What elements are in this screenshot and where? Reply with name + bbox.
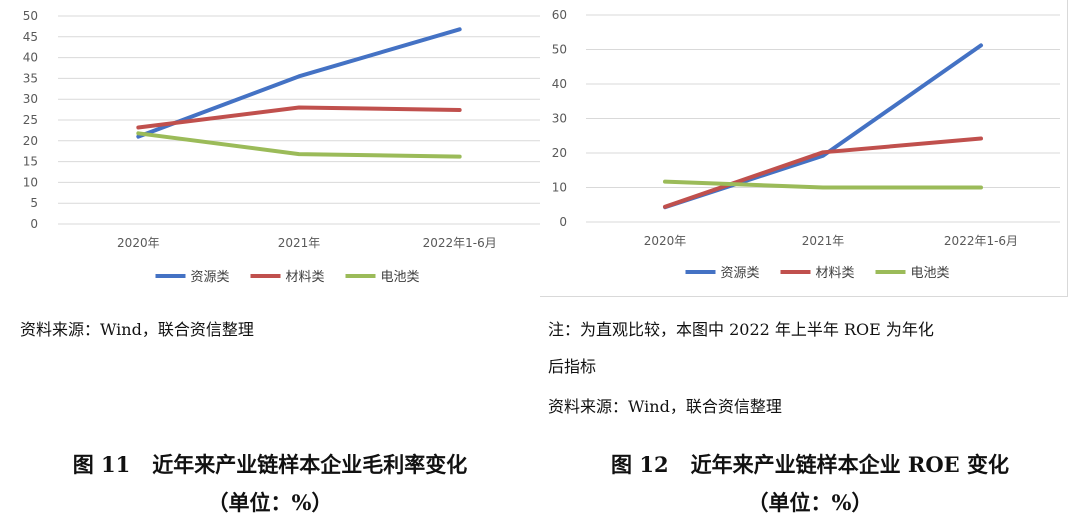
figure-11-title: 近年来产业链样本企业毛利率变化 <box>152 452 468 477</box>
y-tick-label: 15 <box>23 155 38 169</box>
y-tick-label: 0 <box>559 215 567 229</box>
figure-11-number: 图 11 <box>72 452 131 477</box>
series-line <box>663 179 983 190</box>
y-tick-label: 0 <box>30 217 38 231</box>
y-tick-label: 45 <box>23 30 38 44</box>
legend-label: 资源类 <box>191 270 230 285</box>
series-line <box>136 131 462 159</box>
x-tick-label: 2021年 <box>278 236 321 250</box>
figure-11-caption: 图 11 近年来产业链样本企业毛利率变化 <box>0 449 540 479</box>
figure-12-title: 近年来产业链样本企业 ROE 变化 <box>690 452 1009 477</box>
chart2-frame-right <box>1067 0 1068 296</box>
series-line <box>663 136 983 209</box>
figure-12-unit: （单位：%） <box>747 490 873 515</box>
y-tick-label: 40 <box>552 77 567 91</box>
figure-12-caption: 图 12 近年来产业链样本企业 ROE 变化 <box>540 449 1080 479</box>
figure-11-unit: （单位：%） <box>207 490 333 515</box>
x-tick-label: 2022年1-6月 <box>944 234 1018 248</box>
series-line <box>136 27 462 139</box>
legend-label: 电池类 <box>381 270 420 285</box>
y-tick-label: 20 <box>552 146 567 160</box>
right-source-note: 资料来源：Wind，联合资信整理 <box>548 397 782 416</box>
x-tick-label: 2020年 <box>117 236 160 250</box>
y-tick-label: 10 <box>552 181 567 195</box>
x-tick-label: 2021年 <box>802 234 845 248</box>
y-tick-label: 25 <box>23 113 38 127</box>
y-tick-label: 60 <box>552 8 567 22</box>
y-tick-label: 40 <box>23 51 38 65</box>
x-tick-label: 2020年 <box>644 234 687 248</box>
series-line <box>136 105 462 130</box>
y-tick-label: 10 <box>23 175 38 189</box>
y-tick-label: 30 <box>23 92 38 106</box>
gross-margin-chart: 0 5 10 15 20 25 30 35 40 45 50 2020年 2021年 2022年1-6月资… <box>23 9 540 285</box>
x-tick-label: 2022年1-6月 <box>423 236 497 250</box>
legend-label: 资源类 <box>721 266 760 281</box>
left-source-note: 资料来源：Wind，联合资信整理 <box>20 320 254 339</box>
right-note-line1: 注：为直观比较，本图中 2022 年上半年 ROE 为年化 <box>548 320 934 339</box>
y-tick-label: 5 <box>30 196 38 210</box>
chart2-frame-bottom <box>540 296 1068 297</box>
y-tick-label: 30 <box>552 112 567 126</box>
legend-label: 电池类 <box>911 266 950 281</box>
legend-label: 材料类 <box>816 266 855 281</box>
y-tick-label: 35 <box>23 71 38 85</box>
right-note-line2: 后指标 <box>548 357 597 376</box>
legend-label: 材料类 <box>286 270 325 285</box>
y-tick-label: 50 <box>552 43 567 57</box>
figure-12-number: 图 12 <box>611 452 669 477</box>
y-tick-label: 20 <box>23 134 38 148</box>
y-tick-label: 50 <box>23 9 38 23</box>
